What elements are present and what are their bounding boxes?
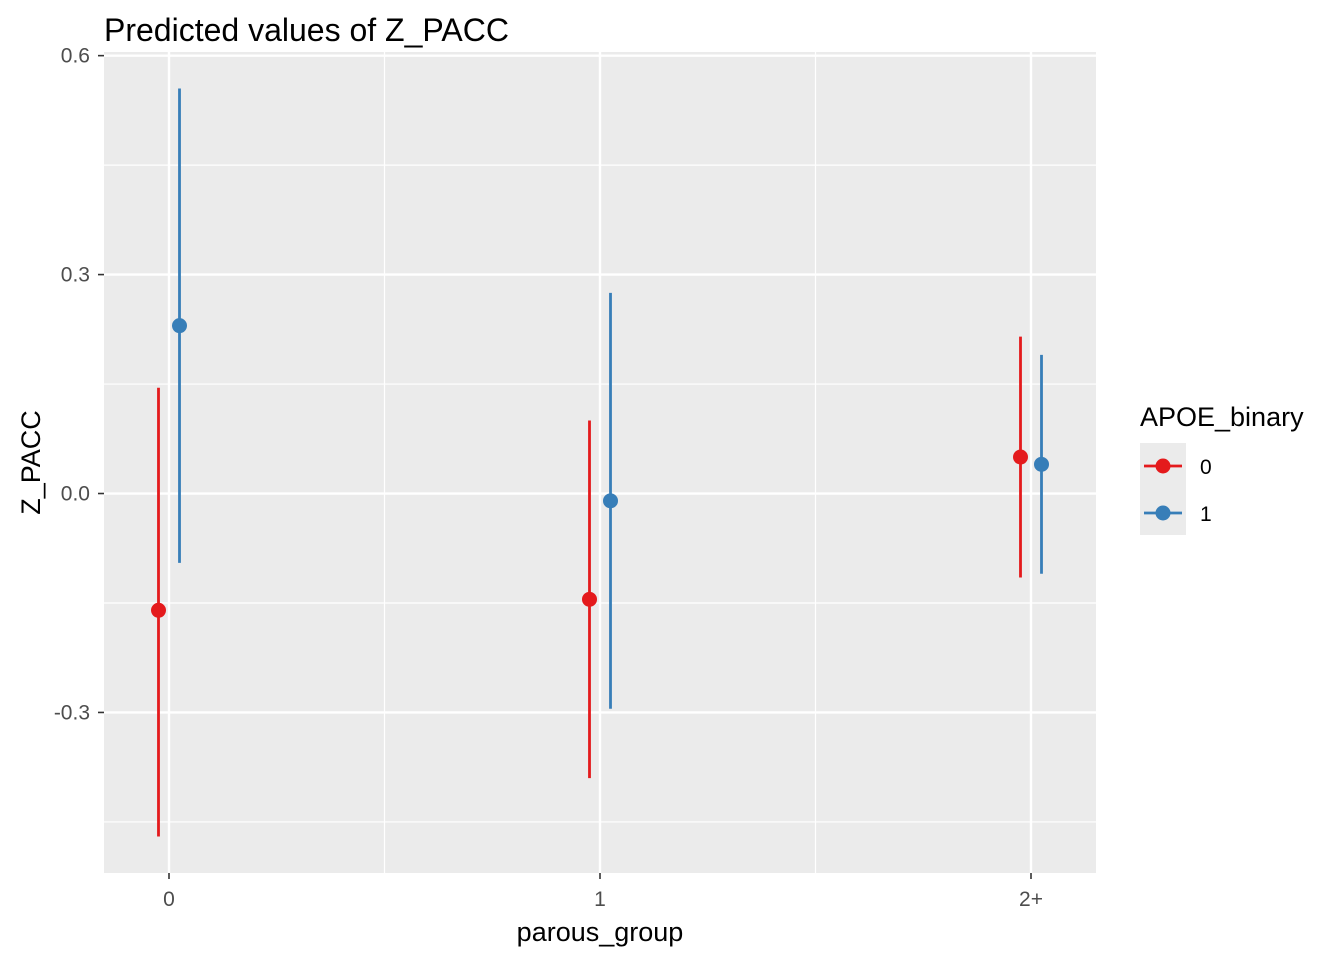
legend-label: 1 <box>1200 503 1212 526</box>
y-axis: -0.3 0.0 0.3 0.6 <box>54 45 104 724</box>
data-point <box>1013 449 1028 465</box>
x-tick-label: 2+ <box>1019 888 1043 911</box>
legend-label: 0 <box>1200 456 1212 479</box>
major-gridlines <box>104 52 1096 873</box>
y-tick-label: 0.3 <box>61 264 90 287</box>
legend-title: APOE_binary <box>1140 402 1304 432</box>
x-tick-label: 0 <box>163 888 175 911</box>
data-point <box>603 493 618 509</box>
y-axis-title: Z_PACC <box>16 410 46 515</box>
x-axis-title: parous_group <box>517 917 684 947</box>
chart-title: Predicted values of Z_PACC <box>104 12 509 48</box>
data-point <box>151 602 166 618</box>
legend: APOE_binary 0 1 <box>1140 402 1304 535</box>
legend-key-point <box>1155 458 1171 474</box>
y-tick-label: 0.6 <box>61 45 90 68</box>
x-tick-label: 1 <box>594 888 606 911</box>
x-axis: 0 1 2+ <box>163 873 1043 911</box>
legend-key-point <box>1155 505 1171 521</box>
y-tick-label: -0.3 <box>54 701 90 724</box>
legend-key-background <box>1140 443 1186 535</box>
data-point <box>582 591 597 607</box>
data-point <box>1034 456 1049 472</box>
data-marks <box>151 88 1049 837</box>
data-point <box>172 318 187 334</box>
y-tick-label: 0.0 <box>61 483 90 506</box>
